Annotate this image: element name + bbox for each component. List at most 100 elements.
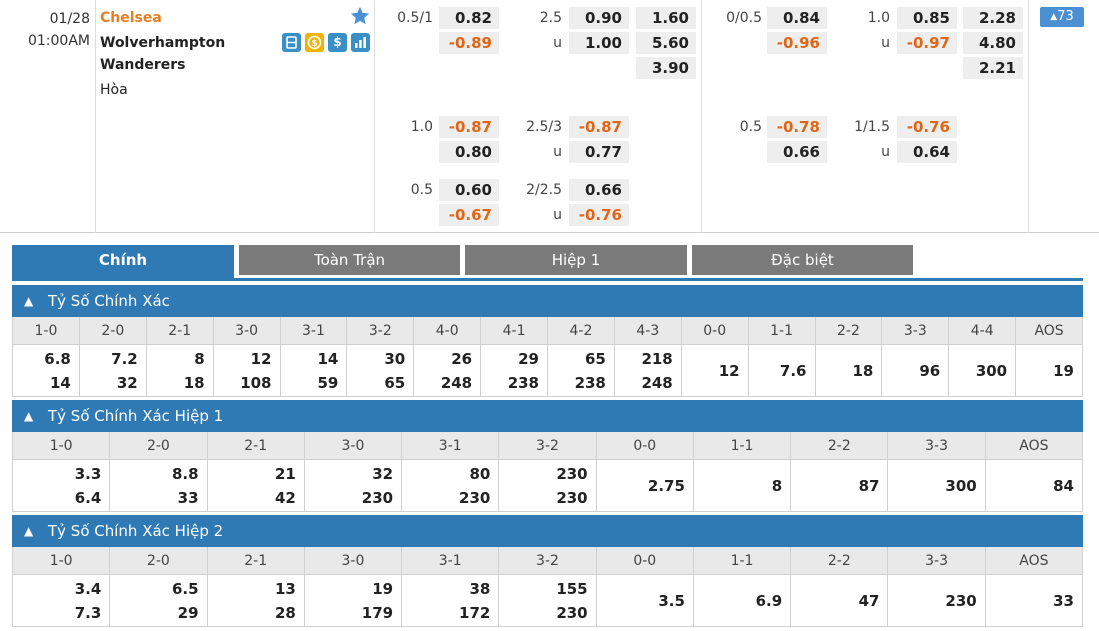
stats-chart-icon[interactable]	[351, 33, 370, 52]
score-odds-cell[interactable]: 6.9	[693, 575, 792, 627]
draw-score-odds[interactable]: 230	[945, 592, 977, 610]
score-odds-cell[interactable]: 12 108	[213, 345, 281, 397]
draw-score-odds[interactable]: 300	[945, 477, 977, 495]
score-odds-cell[interactable]: 8.8 33	[110, 460, 208, 512]
away-score-odds[interactable]: 230	[556, 489, 588, 507]
home-score-odds[interactable]: 80	[469, 465, 491, 483]
draw-score-odds[interactable]: 96	[919, 362, 941, 380]
score-odds-cell[interactable]: 32 230	[304, 460, 403, 512]
score-odds-cell[interactable]: 7.6	[748, 345, 816, 397]
home-score-odds[interactable]: 6.8	[44, 350, 71, 368]
score-odds-cell[interactable]: 38 172	[402, 575, 500, 627]
away-score-odds[interactable]: 230	[459, 489, 491, 507]
1x2-home-odds[interactable]: 1.60	[636, 7, 696, 29]
tab-first-half[interactable]: Hiệp 1	[465, 245, 687, 275]
score-odds-cell[interactable]: 19	[1016, 345, 1083, 397]
score-odds-cell[interactable]: 6.8 14	[13, 345, 80, 397]
handicap-away-odds[interactable]: -0.67	[439, 204, 499, 226]
h1-1x2-away-odds[interactable]: 4.80	[963, 32, 1023, 54]
away-score-odds[interactable]: 33	[177, 489, 199, 507]
h1-under-odds[interactable]: 0.64	[897, 141, 957, 163]
score-odds-cell[interactable]: 3.4 7.3	[13, 575, 111, 627]
score-odds-cell[interactable]: 14 59	[280, 345, 348, 397]
score-odds-cell[interactable]: 47	[791, 575, 889, 627]
home-score-odds[interactable]: 38	[469, 580, 491, 598]
score-odds-cell[interactable]: 26 248	[414, 345, 482, 397]
under-odds[interactable]: 0.77	[569, 141, 629, 163]
draw-score-odds[interactable]: 2.75	[647, 477, 685, 495]
h1-over-odds[interactable]: 0.85	[897, 7, 957, 29]
score-odds-cell[interactable]: 155 230	[499, 575, 597, 627]
1x2-away-odds[interactable]: 5.60	[636, 32, 696, 54]
score-odds-cell[interactable]: 18	[815, 345, 883, 397]
over-odds[interactable]: 0.66	[569, 179, 629, 201]
draw-score-odds[interactable]: 47	[858, 592, 880, 610]
home-score-odds[interactable]: 65	[585, 350, 606, 368]
away-score-odds[interactable]: 230	[361, 489, 394, 507]
more-markets-button[interactable]: ▲73	[1040, 7, 1084, 27]
home-score-odds[interactable]: 13	[274, 580, 296, 598]
away-score-odds[interactable]: 172	[459, 604, 491, 622]
home-team[interactable]: Chelsea	[100, 10, 162, 26]
draw-score-odds[interactable]: 84	[1053, 477, 1074, 495]
away-score-odds[interactable]: 65	[384, 374, 406, 392]
home-score-odds[interactable]: 3.4	[74, 580, 102, 598]
dollar-icon[interactable]: $	[328, 33, 347, 52]
away-score-odds[interactable]: 32	[116, 374, 138, 392]
draw-score-odds[interactable]: 12	[718, 362, 740, 380]
home-score-odds[interactable]: 21	[274, 465, 296, 483]
score-odds-cell[interactable]: 7.2 32	[79, 345, 147, 397]
score-odds-cell[interactable]: 230	[888, 575, 986, 627]
score-odds-cell[interactable]: 8	[693, 460, 792, 512]
score-odds-cell[interactable]: 3.3 6.4	[13, 460, 111, 512]
coin-icon[interactable]: $	[305, 33, 324, 52]
away-score-odds[interactable]: 14	[50, 374, 71, 392]
h1-handicap-home-odds[interactable]: -0.78	[767, 116, 827, 138]
over-odds[interactable]: -0.87	[569, 116, 629, 138]
draw-score-odds[interactable]: 19	[1053, 362, 1074, 380]
handicap-home-odds[interactable]: 0.60	[439, 179, 499, 201]
score-odds-cell[interactable]: 230 230	[499, 460, 597, 512]
away-team[interactable]: Wolverhampton Wanderers	[100, 32, 230, 76]
h1-over-odds[interactable]: -0.76	[897, 116, 957, 138]
score-odds-cell[interactable]: 96	[882, 345, 950, 397]
away-score-odds[interactable]: 179	[361, 604, 394, 622]
under-odds[interactable]: 1.00	[569, 32, 629, 54]
draw-score-odds[interactable]: 8	[771, 477, 783, 495]
score-odds-cell[interactable]: 65 238	[548, 345, 615, 397]
tab-special[interactable]: Đặc biệt	[692, 245, 913, 275]
section-header-correct-score[interactable]: ▲ Tỷ Số Chính Xác	[12, 285, 1083, 317]
score-odds-cell[interactable]: 80 230	[402, 460, 500, 512]
away-score-odds[interactable]: 42	[274, 489, 296, 507]
home-score-odds[interactable]: 8.8	[171, 465, 199, 483]
away-score-odds[interactable]: 18	[183, 374, 205, 392]
handicap-home-odds[interactable]: 0.82	[439, 7, 499, 29]
draw-score-odds[interactable]: 6.9	[755, 592, 783, 610]
home-score-odds[interactable]: 30	[384, 350, 406, 368]
home-score-odds[interactable]: 155	[556, 580, 588, 598]
score-odds-cell[interactable]: 12	[681, 345, 749, 397]
score-odds-cell[interactable]: 8 18	[146, 345, 214, 397]
score-odds-cell[interactable]: 6.5 29	[110, 575, 208, 627]
home-score-odds[interactable]: 7.2	[111, 350, 138, 368]
home-score-odds[interactable]: 26	[451, 350, 473, 368]
home-score-odds[interactable]: 3.3	[74, 465, 102, 483]
home-score-odds[interactable]: 12	[250, 350, 272, 368]
draw-score-odds[interactable]: 33	[1053, 592, 1074, 610]
home-score-odds[interactable]: 6.5	[171, 580, 199, 598]
tab-full-match[interactable]: Toàn Trận	[239, 245, 460, 275]
score-odds-cell[interactable]: 30 65	[347, 345, 415, 397]
home-score-odds[interactable]: 19	[372, 580, 394, 598]
scoreboard-icon[interactable]	[282, 33, 301, 52]
draw-score-odds[interactable]: 300	[975, 362, 1008, 380]
h1-under-odds[interactable]: -0.97	[897, 32, 957, 54]
home-score-odds[interactable]: 32	[372, 465, 394, 483]
h1-1x2-home-odds[interactable]: 2.28	[963, 7, 1023, 29]
home-score-odds[interactable]: 218	[641, 350, 673, 368]
away-score-odds[interactable]: 238	[507, 374, 539, 392]
handicap-home-odds[interactable]: -0.87	[439, 116, 499, 138]
handicap-away-odds[interactable]: -0.89	[439, 32, 499, 54]
section-header-correct-score-h2[interactable]: ▲ Tỷ Số Chính Xác Hiệp 2	[12, 515, 1083, 547]
score-odds-cell[interactable]: 300	[949, 345, 1017, 397]
home-score-odds[interactable]: 14	[317, 350, 339, 368]
